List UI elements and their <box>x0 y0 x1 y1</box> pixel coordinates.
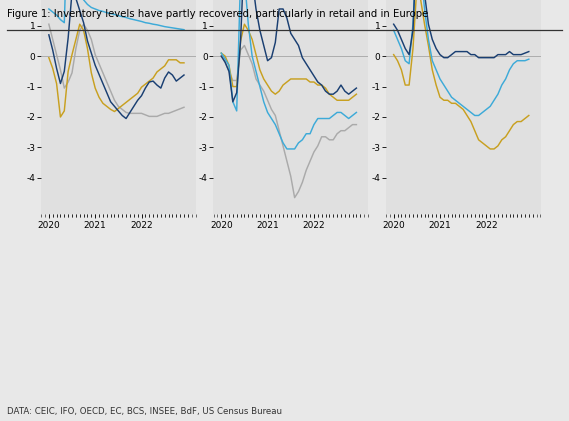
Text: Figure 1: Inventory levels have partly recovered, particularly in retail and in : Figure 1: Inventory levels have partly r… <box>7 9 428 19</box>
Text: DATA: CEIC, IFO, OECD, EC, BCS, INSEE, BdF, US Census Bureau: DATA: CEIC, IFO, OECD, EC, BCS, INSEE, B… <box>7 407 282 416</box>
